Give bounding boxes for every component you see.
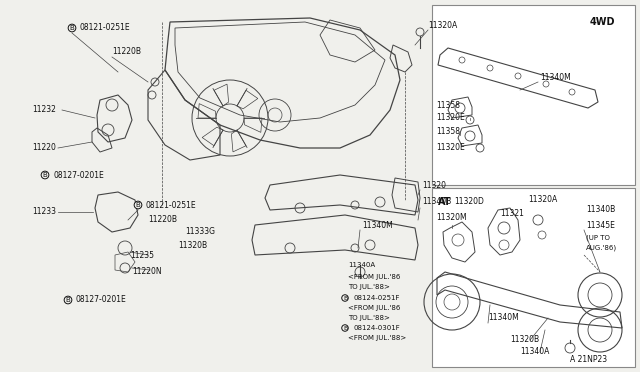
- Text: 08127-0201E: 08127-0201E: [76, 295, 127, 305]
- Text: 11340M: 11340M: [540, 74, 571, 83]
- Text: 4WD: 4WD: [590, 17, 616, 27]
- Text: 11340A: 11340A: [520, 347, 549, 356]
- Text: 08127-0201E: 08127-0201E: [53, 170, 104, 180]
- Bar: [432, 188, 635, 367]
- Text: 11358: 11358: [436, 100, 460, 109]
- Text: 11340B: 11340B: [422, 198, 451, 206]
- Text: 11320A: 11320A: [428, 20, 457, 29]
- Text: 11232: 11232: [32, 106, 56, 115]
- Text: 11321: 11321: [500, 209, 524, 218]
- Text: 11340A: 11340A: [348, 262, 375, 268]
- Text: <FROM JUL.'86: <FROM JUL.'86: [348, 274, 401, 280]
- Text: 11320: 11320: [422, 180, 446, 189]
- Text: 08124-0251F: 08124-0251F: [353, 295, 399, 301]
- Text: 11320M: 11320M: [436, 214, 467, 222]
- Text: 08121-0251E: 08121-0251E: [146, 201, 196, 209]
- Text: 11220B: 11220B: [112, 48, 141, 57]
- Text: AUG.'86): AUG.'86): [586, 245, 617, 251]
- Text: 11345E: 11345E: [586, 221, 615, 230]
- Text: (UP TO: (UP TO: [586, 235, 610, 241]
- Text: B: B: [43, 172, 47, 178]
- Bar: [432, 5, 635, 185]
- Text: B: B: [66, 297, 70, 303]
- Text: 11320E: 11320E: [436, 144, 465, 153]
- Text: 11220: 11220: [32, 144, 56, 153]
- Text: 08121-0251E: 08121-0251E: [80, 23, 131, 32]
- Text: 11320E: 11320E: [436, 113, 465, 122]
- Text: 11340M: 11340M: [488, 314, 519, 323]
- Text: B: B: [136, 202, 140, 208]
- Text: 11233: 11233: [32, 208, 56, 217]
- Text: 11220N: 11220N: [132, 267, 162, 276]
- Text: 11320B: 11320B: [510, 336, 539, 344]
- Text: TO JUL.'88>: TO JUL.'88>: [348, 315, 390, 321]
- Text: 11340M: 11340M: [362, 221, 393, 230]
- Text: 11320B: 11320B: [178, 241, 207, 250]
- Text: AT: AT: [438, 197, 451, 207]
- Text: B: B: [343, 326, 347, 330]
- Text: 11320A: 11320A: [528, 196, 557, 205]
- Text: 11358: 11358: [436, 128, 460, 137]
- Text: 11340B: 11340B: [586, 205, 615, 215]
- Text: 11320D: 11320D: [454, 198, 484, 206]
- Text: <FROM JUL.'88>: <FROM JUL.'88>: [348, 335, 406, 341]
- Text: 11220B: 11220B: [148, 215, 177, 224]
- Text: <FROM JUL.'86: <FROM JUL.'86: [348, 305, 401, 311]
- Text: A 21NP23: A 21NP23: [570, 356, 607, 365]
- Text: TO JUL.'88>: TO JUL.'88>: [348, 284, 390, 290]
- Text: 11235: 11235: [130, 250, 154, 260]
- Text: 08124-0301F: 08124-0301F: [353, 325, 400, 331]
- Text: B: B: [343, 295, 347, 301]
- Text: 11333G: 11333G: [185, 228, 215, 237]
- Text: B: B: [70, 25, 74, 31]
